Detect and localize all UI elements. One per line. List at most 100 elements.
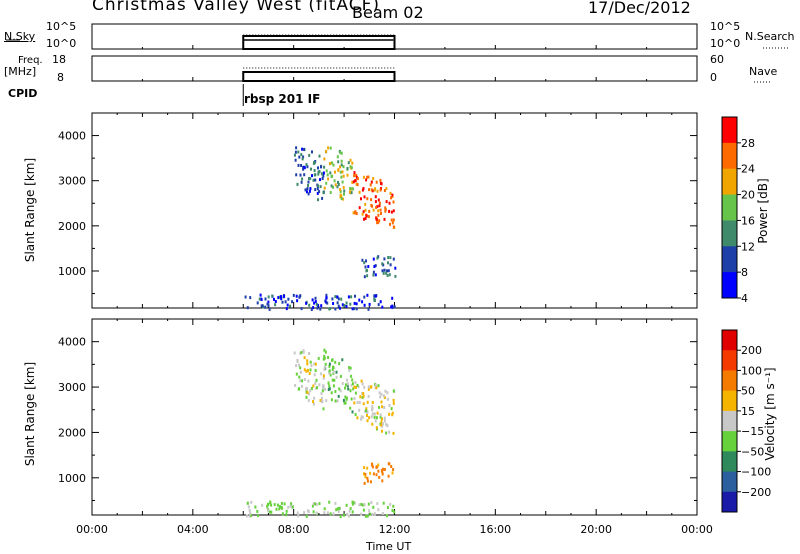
power-db-echo-cell (391, 296, 394, 300)
velocity-echo-cell (367, 394, 370, 398)
x-axis-title: Time UT (366, 540, 412, 553)
velocity-echo-cell (338, 387, 341, 391)
velocity-echo-cell (380, 423, 383, 427)
velocity-echo-cell (374, 419, 377, 423)
power-db-echo-cell (274, 300, 277, 303)
velocity-echo-cell (307, 510, 310, 514)
velocity-echo-cell (372, 472, 375, 476)
power-db-echo-cell (311, 298, 314, 302)
power-db-echo-cell (325, 181, 328, 185)
velocity-echo-cell (353, 397, 356, 400)
velocity-echo-cell (287, 505, 290, 509)
power-db-echo-cell (370, 198, 373, 202)
power-db-echo-cell (314, 296, 317, 300)
velocity-echo-cell (344, 383, 347, 387)
power-db-echo-cell (332, 185, 335, 189)
power-db-echo-cell (321, 177, 324, 180)
power-db-echo-cell (363, 217, 365, 221)
velocity-echo-cell (365, 409, 368, 413)
velocity-echo-cell (320, 372, 323, 376)
power-db-echo-cell (331, 161, 333, 165)
power-db-echo-cell (368, 209, 371, 213)
power-db-echo-cell (296, 182, 299, 186)
velocity-colorbar-segment (722, 410, 737, 432)
velocity-echo-cell (386, 424, 389, 428)
velocity-echo-cell (367, 385, 370, 389)
power-db-echo-cell (361, 212, 364, 216)
velocity-echo-cell (332, 384, 335, 388)
velocity-echo-cell (299, 351, 302, 355)
velocity-echo-cell (332, 366, 335, 370)
power-db-echo-cell (314, 188, 317, 192)
power-db-colorbar-segment (722, 142, 737, 170)
beam-label: Beam 02 (352, 3, 424, 22)
velocity-echo-cell (314, 502, 317, 506)
power-db-echo-cell (390, 210, 393, 214)
power-db-echo-cell (339, 188, 342, 192)
velocity-echo-cell (327, 356, 330, 359)
velocity-echo-cell (351, 502, 354, 506)
power-db-echo-cell (341, 170, 344, 174)
velocity-echo-cell (306, 362, 309, 366)
velocity-echo-cell (346, 384, 349, 388)
power-db-echo-cell (386, 269, 388, 273)
velocity-y-tick-label: 4000 (58, 336, 86, 349)
velocity-echo-cell (370, 501, 373, 504)
power-db-echo-cell (337, 304, 340, 308)
velocity-echo-cell (322, 385, 324, 389)
velocity-echo-cell (296, 511, 299, 515)
nsky-trace (242, 35, 396, 50)
power-db-echo-cell (318, 190, 321, 194)
power-db-echo-cell (351, 187, 354, 191)
velocity-echo-cell (360, 512, 363, 516)
power-db-echo-cell (325, 293, 328, 297)
power-db-echo-cell (354, 294, 356, 298)
power-db-echo-cell (316, 187, 319, 191)
power-db-echo-cell (307, 183, 309, 187)
power-db-echo-cell (340, 151, 343, 155)
power-db-echo-cell (355, 302, 358, 306)
velocity-echo-cell (349, 389, 352, 393)
velocity-echo-cell (392, 389, 395, 393)
velocity-echo-cell (363, 503, 366, 507)
power-db-echo-cell (361, 300, 364, 304)
power-db-echo-cell (339, 165, 342, 169)
freq-tick-top: 18 (52, 53, 66, 66)
power-db-echo-cell (300, 307, 303, 311)
power-db-echo-cell (373, 294, 376, 298)
power-db-echo-cell (323, 157, 326, 161)
velocity-echo-cell (314, 362, 317, 366)
power-db-echo-cell (300, 153, 303, 157)
velocity-echo-cell (353, 401, 356, 405)
velocity-echo-cell (248, 514, 251, 518)
velocity-echo-cell (285, 513, 288, 517)
power-db-echo-cell (362, 210, 365, 214)
velocity-echo-cell (339, 374, 342, 378)
power-db-echo-cell (390, 305, 393, 309)
velocity-echo-cell (377, 463, 380, 467)
velocity-echo-cell (347, 387, 350, 391)
power-db-echo-cell (259, 293, 262, 297)
velocity-colorbar-frame (721, 329, 738, 513)
power-db-echo-cell (363, 275, 366, 279)
power-db-echo-cell (307, 192, 310, 196)
power-db-echo-cell (376, 221, 379, 225)
velocity-y-tick-label: 2000 (58, 426, 86, 439)
nsearch-label: N.Search (745, 30, 795, 43)
power-db-echo-cell (363, 303, 366, 307)
velocity-echo-cell (368, 509, 371, 513)
velocity-echo-cell (318, 502, 321, 506)
power-db-echo-cell (384, 206, 387, 210)
velocity-echo-cell (303, 511, 306, 515)
power-db-echo-cell (327, 177, 330, 181)
power-db-echo-cell (329, 146, 332, 150)
velocity-echo-cell (364, 475, 367, 479)
power-db-echo-cell (366, 175, 369, 179)
velocity-echo-cell (301, 379, 304, 383)
velocity-echo-cell (353, 385, 356, 389)
velocity-echo-cell (281, 512, 284, 516)
power-db-echo-cell (350, 295, 353, 299)
power-db-echo-cell (382, 271, 385, 275)
velocity-colorbar-tick-label: 200 (741, 344, 762, 357)
power-db-echo-cell (368, 302, 371, 306)
